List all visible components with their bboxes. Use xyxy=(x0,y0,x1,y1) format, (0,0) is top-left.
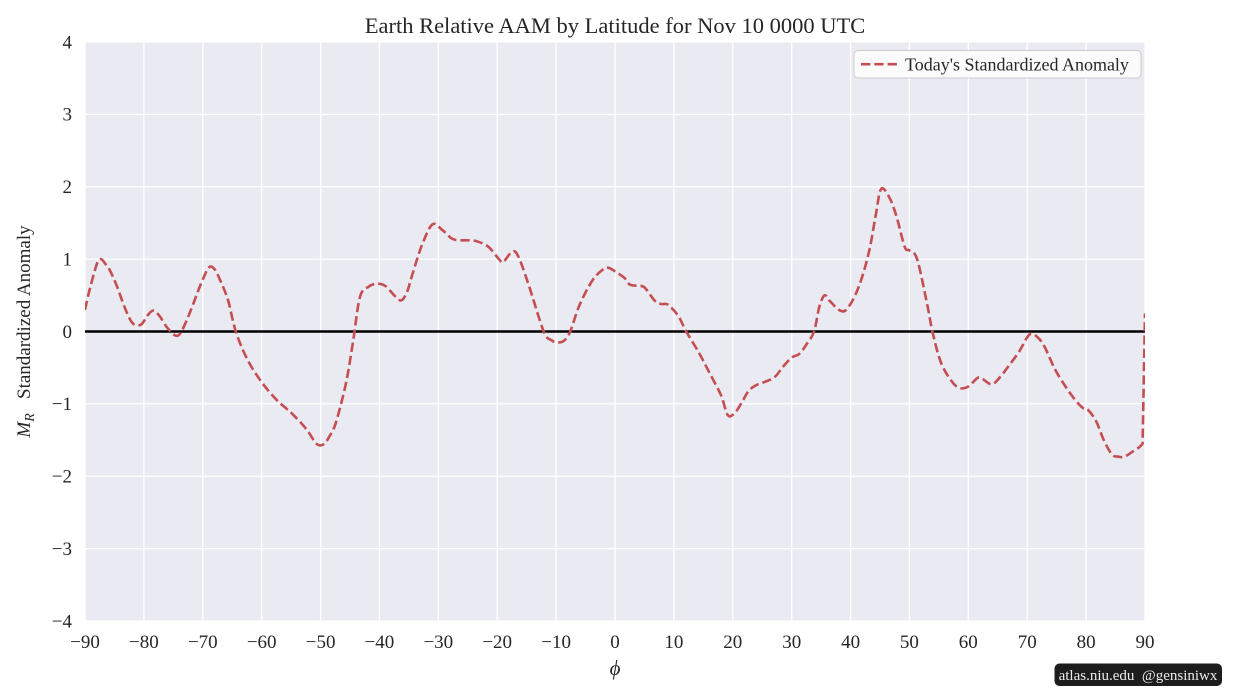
svg-text:70: 70 xyxy=(1018,632,1037,653)
svg-text:atlas.niu.edu @gensiniwx: atlas.niu.edu @gensiniwx xyxy=(1059,668,1218,684)
svg-text:−40: −40 xyxy=(365,632,395,653)
svg-text:−2: −2 xyxy=(52,467,72,488)
svg-text:−4: −4 xyxy=(52,611,73,632)
svg-text:−1: −1 xyxy=(52,394,72,415)
svg-text:80: 80 xyxy=(1077,632,1096,653)
svg-text:−20: −20 xyxy=(482,632,512,653)
svg-text:−60: −60 xyxy=(247,632,277,653)
svg-text:−80: −80 xyxy=(129,632,159,653)
svg-text:−10: −10 xyxy=(541,632,571,653)
svg-text:60: 60 xyxy=(959,632,978,653)
svg-text:Earth Relative AAM by Latitude: Earth Relative AAM by Latitude for Nov 1… xyxy=(365,13,866,38)
svg-text:0: 0 xyxy=(610,632,620,653)
svg-text:2: 2 xyxy=(63,177,73,198)
svg-text:MR Standardized Anomaly: MR Standardized Anomaly xyxy=(14,225,38,439)
svg-text:0: 0 xyxy=(63,322,73,343)
svg-text:−90: −90 xyxy=(70,632,100,653)
svg-text:−3: −3 xyxy=(52,539,72,560)
svg-text:−50: −50 xyxy=(306,632,336,653)
svg-text:40: 40 xyxy=(841,632,860,653)
svg-text:3: 3 xyxy=(63,105,73,126)
svg-text:ϕ: ϕ xyxy=(610,656,621,680)
svg-text:90: 90 xyxy=(1136,632,1155,653)
svg-text:30: 30 xyxy=(782,632,801,653)
svg-text:4: 4 xyxy=(63,32,73,53)
svg-text:10: 10 xyxy=(664,632,683,653)
svg-text:50: 50 xyxy=(900,632,919,653)
svg-text:20: 20 xyxy=(723,632,742,653)
svg-text:1: 1 xyxy=(63,249,73,270)
svg-text:−30: −30 xyxy=(423,632,453,653)
svg-text:−70: −70 xyxy=(188,632,218,653)
svg-text:Today's Standardized Anomaly: Today's Standardized Anomaly xyxy=(905,55,1129,75)
